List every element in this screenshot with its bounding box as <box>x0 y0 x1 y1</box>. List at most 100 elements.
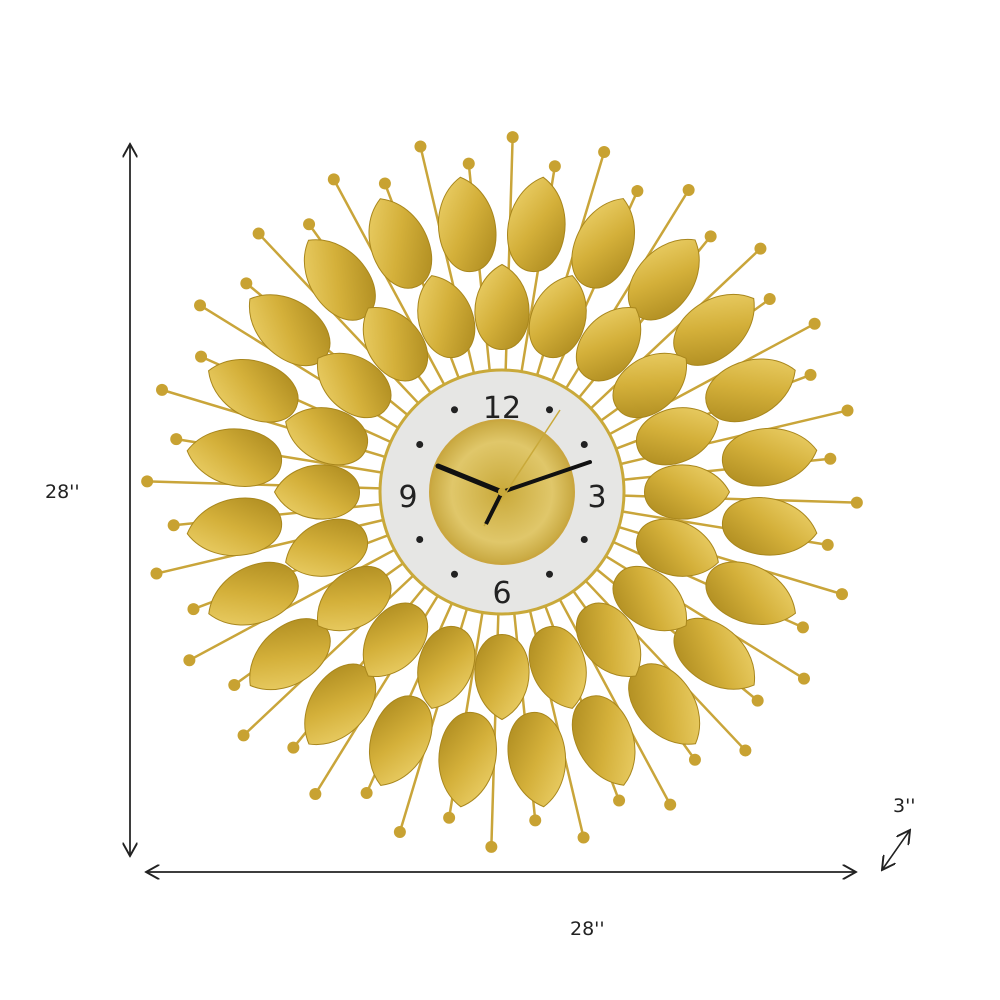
rod-ball <box>195 350 208 363</box>
leaf <box>317 565 392 632</box>
rod-ball <box>577 831 590 844</box>
rod-ball <box>183 654 196 667</box>
leaf <box>273 464 361 520</box>
leaf <box>438 712 497 808</box>
leaf <box>362 307 429 382</box>
leaf <box>575 307 642 382</box>
rod-ball <box>150 567 163 580</box>
rod-ball <box>170 433 183 446</box>
leaf <box>705 358 796 423</box>
hour-dot <box>451 570 458 578</box>
hour-dot <box>546 570 553 578</box>
rod-ball <box>360 786 373 799</box>
leaf <box>722 497 818 556</box>
height-label: 28'' <box>45 481 80 503</box>
rod-ball <box>287 741 300 754</box>
dimension-arrows <box>130 144 910 872</box>
rod-ball <box>485 840 498 853</box>
hour-dots <box>416 406 588 578</box>
rod-ball <box>378 177 391 190</box>
leaf <box>635 518 719 577</box>
rod-ball <box>393 825 406 838</box>
leaf <box>437 176 497 272</box>
leaf <box>317 352 392 419</box>
rod-ball <box>443 811 456 824</box>
rod-ball <box>303 218 316 231</box>
rod-ball <box>841 404 854 417</box>
leaf <box>369 695 433 786</box>
rod-ball <box>156 383 169 396</box>
rod-ball <box>548 160 561 173</box>
leaf <box>528 625 587 709</box>
clock-face: 12 3 6 9 <box>378 368 626 616</box>
rod-ball <box>751 694 764 707</box>
leaf <box>285 518 369 577</box>
rod-ball <box>414 140 427 153</box>
leaf <box>635 407 719 466</box>
rod-ball <box>754 242 767 255</box>
width-label: 28'' <box>570 918 605 940</box>
rod-ball <box>327 173 340 186</box>
hour-dot <box>546 406 553 414</box>
leaf <box>575 602 642 677</box>
leaf <box>208 359 299 423</box>
minute-hand <box>500 460 592 494</box>
rod-ball <box>824 452 837 465</box>
rod-ball <box>462 157 475 170</box>
rod-ball <box>763 293 776 306</box>
numeral-6: 6 <box>492 576 511 611</box>
leaf <box>722 427 818 487</box>
gold-leaves <box>186 176 818 808</box>
rod-ball <box>739 744 752 757</box>
leaf <box>571 198 635 289</box>
leaf <box>643 464 731 520</box>
rod-ball <box>529 814 542 827</box>
leaf <box>208 561 299 626</box>
numeral-9: 9 <box>398 480 417 515</box>
rod-ball <box>167 519 180 532</box>
rod-ball <box>237 729 250 742</box>
rod-ball <box>704 230 717 243</box>
rod-ball <box>821 538 834 551</box>
leaf <box>612 565 687 632</box>
rod-ball <box>309 787 322 800</box>
depth-label: 3'' <box>893 795 916 817</box>
leaf <box>474 263 530 351</box>
leaf <box>186 428 282 487</box>
rod-ball <box>194 299 207 312</box>
leaf <box>285 407 369 466</box>
rod-ball <box>808 317 821 330</box>
rod-ball <box>613 794 626 807</box>
rod-ball <box>688 753 701 766</box>
hand-tail <box>484 491 504 525</box>
leaf <box>417 275 476 359</box>
hour-dot <box>580 536 588 543</box>
center-cap <box>498 488 506 496</box>
leaf <box>705 561 796 625</box>
hour-dot <box>580 441 588 448</box>
leaf <box>368 198 433 289</box>
rod-ball <box>682 184 695 197</box>
hour-dot <box>416 441 424 448</box>
rod-ball <box>252 227 265 240</box>
leaf <box>571 695 636 786</box>
leaf <box>186 497 282 557</box>
rod-ball <box>506 131 519 144</box>
rod-ball <box>797 672 810 685</box>
leaf <box>528 275 587 359</box>
leaf <box>507 712 567 808</box>
rod-ball <box>228 678 241 691</box>
rod-ball <box>835 588 848 601</box>
rod-ball <box>804 368 817 381</box>
leaf <box>417 625 476 709</box>
rod-ball <box>664 798 677 811</box>
rod-ball <box>598 146 611 159</box>
numeral-12: 12 <box>483 391 521 426</box>
hour-dot <box>416 536 424 543</box>
rod-ball <box>796 621 809 634</box>
leaf <box>474 633 530 721</box>
rod-ball <box>141 475 154 488</box>
rod-ball <box>631 185 644 198</box>
